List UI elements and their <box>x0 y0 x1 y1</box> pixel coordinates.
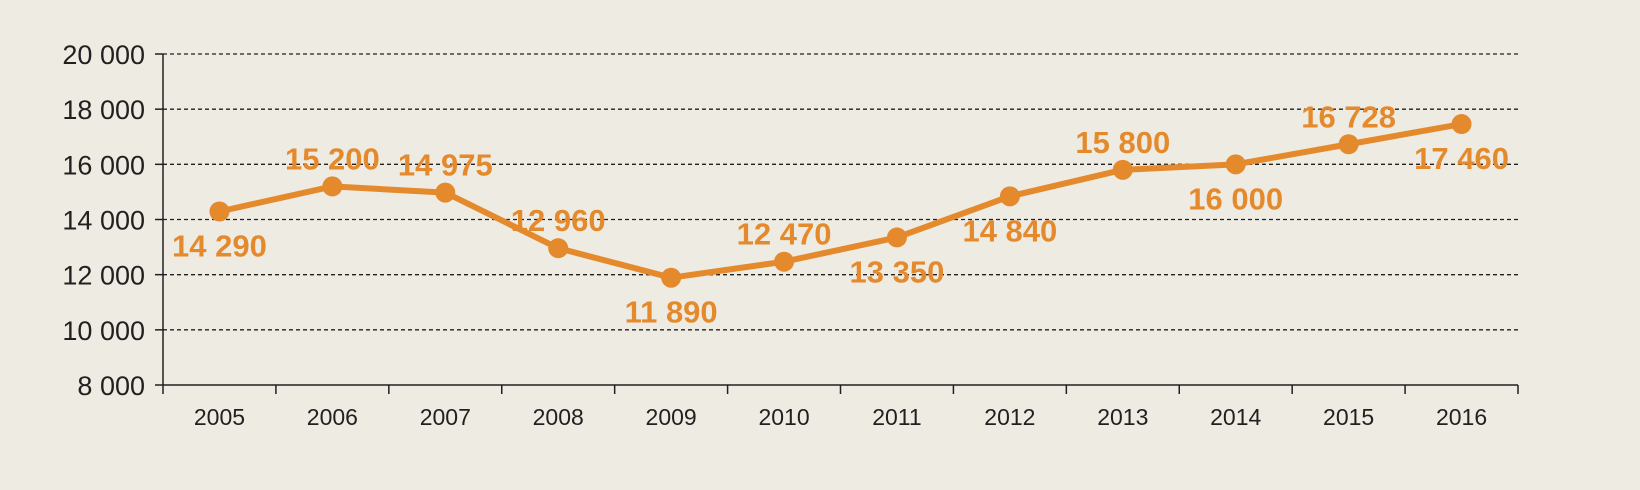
data-label: 12 470 <box>737 217 832 252</box>
series-polyline <box>216 121 1465 281</box>
x-tick-label: 2009 <box>646 404 697 430</box>
data-points <box>209 114 1472 288</box>
data-label: 13 350 <box>850 254 945 289</box>
x-tick-label: 2005 <box>194 404 245 430</box>
x-tick-label: 2008 <box>533 404 584 430</box>
data-point <box>999 186 1020 207</box>
y-tick-label: 10 000 <box>62 316 145 346</box>
data-label: 12 960 <box>511 203 606 238</box>
y-tick-label: 12 000 <box>62 261 145 291</box>
series-line <box>216 121 1465 281</box>
data-point <box>1338 134 1359 155</box>
x-tick-label: 2011 <box>872 404 921 430</box>
y-tick-label: 20 000 <box>62 40 145 70</box>
data-label: 14 975 <box>398 148 493 183</box>
axes: 8 000 10 000 12 000 14 000 16 000 18 000 20 00… <box>62 40 1519 430</box>
x-tick-label: 2006 <box>307 404 358 430</box>
x-tick-label: 2014 <box>1210 404 1261 430</box>
data-label: 11 890 <box>625 295 718 330</box>
x-tick-label: 2013 <box>1097 404 1148 430</box>
data-point <box>1451 114 1472 135</box>
data-label: 14 840 <box>962 213 1057 248</box>
data-point <box>322 176 343 197</box>
data-label: 17 460 <box>1414 141 1509 176</box>
data-point <box>661 267 682 288</box>
data-label: 14 290 <box>172 229 267 264</box>
x-tick-label: 2010 <box>758 404 809 430</box>
y-tick-label: 18 000 <box>62 95 145 125</box>
data-label: 15 800 <box>1075 125 1170 160</box>
data-point <box>435 182 456 203</box>
data-point <box>1112 159 1133 180</box>
data-point <box>1225 154 1246 175</box>
x-tick-label: 2016 <box>1436 404 1487 430</box>
data-label: 15 200 <box>285 141 380 176</box>
y-tick-label: 16 000 <box>62 150 145 180</box>
data-label: 16 728 <box>1301 99 1396 134</box>
x-tick-label: 2007 <box>420 404 471 430</box>
grid-lines <box>163 53 1518 331</box>
y-tick-label: 8 000 <box>77 371 145 401</box>
data-point <box>209 201 230 222</box>
y-tick-label: 14 000 <box>62 206 145 236</box>
data-point <box>886 227 907 248</box>
x-tick-label: 2012 <box>984 404 1035 430</box>
data-labels: 14 290 15 200 14 975 12 960 11 890 12 470 13 3… <box>172 99 1509 329</box>
x-tick-label: 2015 <box>1323 404 1374 430</box>
data-point <box>548 238 569 259</box>
data-point <box>774 251 795 272</box>
data-label: 16 000 <box>1188 181 1283 216</box>
